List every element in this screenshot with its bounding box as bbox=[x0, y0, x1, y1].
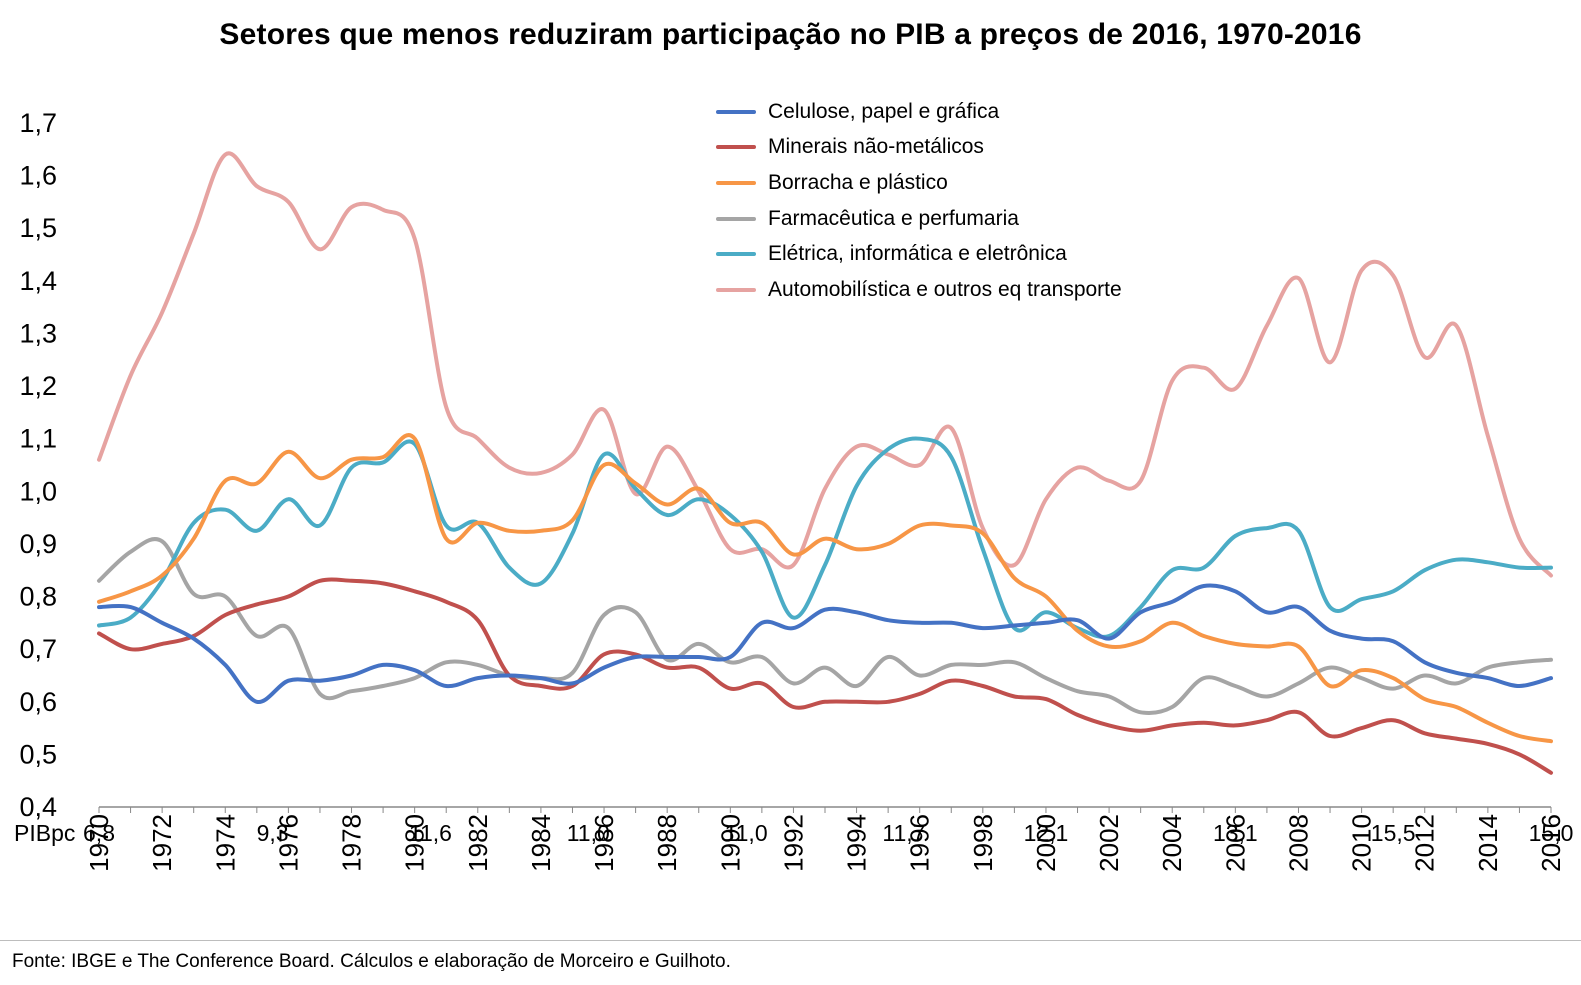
legend-swatch bbox=[716, 145, 756, 150]
y-tick-label: 1,6 bbox=[19, 161, 57, 191]
legend-label: Celulose, papel e gráfica bbox=[768, 99, 1000, 123]
x-tick-label: 1982 bbox=[463, 814, 493, 872]
x-tick-label: 1992 bbox=[778, 814, 808, 872]
x-tick-label: 1974 bbox=[210, 814, 240, 872]
legend: Celulose, papel e gráfica Minerais não-me… bbox=[716, 94, 1122, 308]
y-tick-label: 0,9 bbox=[19, 529, 57, 559]
legend-label: Elétrica, informática e eletrônica bbox=[768, 242, 1067, 266]
y-tick-label: 0,8 bbox=[19, 582, 57, 612]
pibpc-value: 11,0 bbox=[724, 820, 768, 846]
legend-item: Farmacêutica e perfumaria bbox=[716, 201, 1122, 237]
x-tick-label: 1996 bbox=[905, 814, 935, 872]
legend-label: Borracha e plástico bbox=[768, 170, 948, 194]
pibpc-value: 11,7 bbox=[882, 820, 926, 846]
pibpc-value: 11,0 bbox=[566, 820, 610, 846]
y-tick-label: 0,6 bbox=[19, 687, 57, 717]
x-tick-label: 1984 bbox=[526, 814, 556, 872]
x-tick-label: 1986 bbox=[589, 814, 619, 872]
legend-label: Minerais não-metálicos bbox=[768, 135, 984, 159]
y-tick-label: 1,5 bbox=[19, 213, 57, 243]
pibpc-value: 15,0 bbox=[1528, 820, 1574, 846]
y-tick-label: 0,5 bbox=[19, 739, 57, 769]
x-tick-label: 1994 bbox=[842, 814, 872, 872]
x-tick-label: 2016 bbox=[1536, 814, 1566, 872]
legend-item: Celulose, papel e gráfica bbox=[716, 94, 1122, 130]
series-line bbox=[97, 583, 1553, 704]
x-tick-label: 1978 bbox=[337, 814, 367, 872]
x-tick-label: 1976 bbox=[273, 814, 303, 872]
series-line bbox=[97, 151, 1553, 578]
series-group bbox=[97, 151, 1553, 775]
y-tick-label: 1,7 bbox=[19, 108, 57, 138]
x-tick-label: 2000 bbox=[1031, 814, 1061, 872]
x-tick-label: 2004 bbox=[1157, 814, 1187, 872]
x-tick-label: 1970 bbox=[84, 814, 114, 872]
legend-swatch bbox=[716, 180, 756, 185]
pibpc-value: 11,6 bbox=[408, 820, 452, 846]
pibpc-value: 9,3 bbox=[256, 820, 289, 846]
y-tick-label: 1,0 bbox=[19, 476, 57, 506]
legend-swatch bbox=[716, 216, 756, 221]
legend-item: Automobilística e outros eq transporte bbox=[716, 272, 1122, 308]
legend-label: Automobilística e outros eq transporte bbox=[768, 277, 1122, 301]
x-tick-label: 2008 bbox=[1283, 814, 1313, 872]
x-tick-label: 2006 bbox=[1220, 814, 1250, 872]
legend-swatch bbox=[716, 109, 756, 114]
x-tick-label: 1972 bbox=[147, 814, 177, 872]
y-tick-label: 1,4 bbox=[19, 266, 57, 296]
series-line bbox=[97, 537, 1553, 715]
pibpc-value: 13,1 bbox=[1212, 820, 1258, 846]
series-line bbox=[97, 433, 1553, 744]
y-tick-label: 1,3 bbox=[19, 318, 57, 348]
x-tick-label: 2002 bbox=[1094, 814, 1124, 872]
x-tick-label: 1990 bbox=[715, 814, 745, 872]
pibpc-value: 6,8 bbox=[83, 820, 115, 846]
legend-item: Minerais não-metálicos bbox=[716, 130, 1122, 166]
series-line bbox=[97, 577, 1553, 775]
y-tick-label: 1,2 bbox=[19, 371, 57, 401]
legend-label: Farmacêutica e perfumaria bbox=[768, 206, 1019, 230]
y-tick-label: 0,7 bbox=[19, 634, 57, 664]
legend-item: Borracha e plástico bbox=[716, 165, 1122, 201]
source-footnote: Fonte: IBGE e The Conference Board. Cálc… bbox=[12, 951, 731, 972]
chart-title: Setores que menos reduziram participação… bbox=[219, 18, 1362, 51]
y-tick-label: 1,1 bbox=[19, 424, 57, 454]
y-axis: 0,4 0,5 0,6 0,7 0,8 0,9 1,0 1,1 1,2 1,3 1,4 1,5 1,6 1… bbox=[19, 108, 57, 822]
y-tick-label: 0,4 bbox=[19, 792, 57, 822]
pibpc-value: 12,1 bbox=[1023, 820, 1069, 846]
legend-item: Elétrica, informática e eletrônica bbox=[716, 236, 1122, 272]
x-tick-label: 1980 bbox=[400, 814, 430, 872]
x-tick-label: 2014 bbox=[1473, 814, 1503, 872]
legend-swatch bbox=[716, 252, 756, 257]
x-tick-label: 1998 bbox=[968, 814, 998, 872]
x-tick-label: 2012 bbox=[1410, 814, 1440, 872]
footnote-divider bbox=[0, 940, 1581, 941]
pibpc-value: 15,5 bbox=[1370, 820, 1416, 846]
x-tick-label: 1988 bbox=[652, 814, 682, 872]
x-axis: 1970 1972 1974 1976 1978 1980 1982 1984 1986 1988… bbox=[84, 807, 1566, 872]
series-line bbox=[97, 436, 1553, 639]
pibpc-row-label: PIBpc bbox=[14, 820, 76, 846]
x-tick-label: 2010 bbox=[1347, 814, 1377, 872]
legend-swatch bbox=[716, 287, 756, 292]
